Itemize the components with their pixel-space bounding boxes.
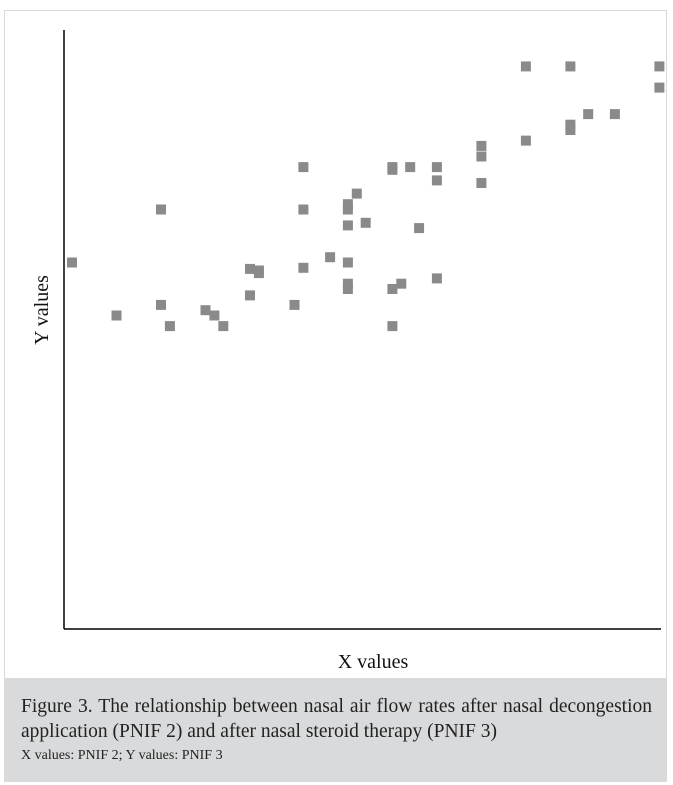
data-point xyxy=(156,204,166,215)
data-point xyxy=(387,164,398,175)
scatter-plot: X values Y values xyxy=(31,30,665,673)
data-point xyxy=(218,321,229,332)
data-point xyxy=(245,263,255,274)
data-point xyxy=(387,284,398,294)
data-point xyxy=(654,61,665,72)
data-point xyxy=(342,199,353,210)
data-point xyxy=(245,290,255,301)
data-point xyxy=(342,257,353,268)
data-point xyxy=(609,109,620,120)
data-point xyxy=(431,175,442,186)
data-point xyxy=(298,204,309,215)
data-point xyxy=(565,61,576,72)
data-point xyxy=(298,262,309,273)
data-point xyxy=(520,61,531,72)
data-points xyxy=(67,61,665,332)
data-point xyxy=(351,188,362,199)
data-point xyxy=(111,310,122,321)
data-point xyxy=(342,204,353,215)
data-point xyxy=(405,162,416,173)
data-point xyxy=(387,321,398,332)
data-point xyxy=(342,278,353,289)
caption-main-text: Figure 3. The relationship between nasal… xyxy=(21,696,652,742)
data-point xyxy=(342,220,353,231)
data-point xyxy=(654,82,665,93)
data-point xyxy=(67,257,77,268)
data-point xyxy=(565,119,576,130)
data-point xyxy=(253,268,264,279)
data-point xyxy=(565,125,576,135)
data-point xyxy=(164,321,175,332)
data-point xyxy=(476,151,487,162)
y-axis-label: Y values xyxy=(31,275,53,345)
data-point xyxy=(476,140,487,151)
caption-note-text: X values: PNIF 2; Y values: PNIF 3 xyxy=(21,748,223,763)
figure-frame xyxy=(4,10,667,782)
data-point xyxy=(298,162,309,173)
data-point xyxy=(520,135,531,146)
figure-caption: Figure 3. The relationship between nasal… xyxy=(5,678,666,782)
data-point xyxy=(209,310,220,321)
data-point xyxy=(325,252,336,263)
data-point xyxy=(360,217,371,228)
data-point xyxy=(431,162,442,173)
data-point xyxy=(396,278,407,289)
data-point xyxy=(289,299,300,310)
data-point xyxy=(431,273,442,284)
data-point xyxy=(342,284,353,294)
x-axis-label: X values xyxy=(338,651,409,673)
data-point xyxy=(414,223,425,234)
data-point xyxy=(583,109,594,120)
data-point xyxy=(156,299,166,310)
data-point xyxy=(200,305,211,316)
data-point xyxy=(476,178,487,188)
